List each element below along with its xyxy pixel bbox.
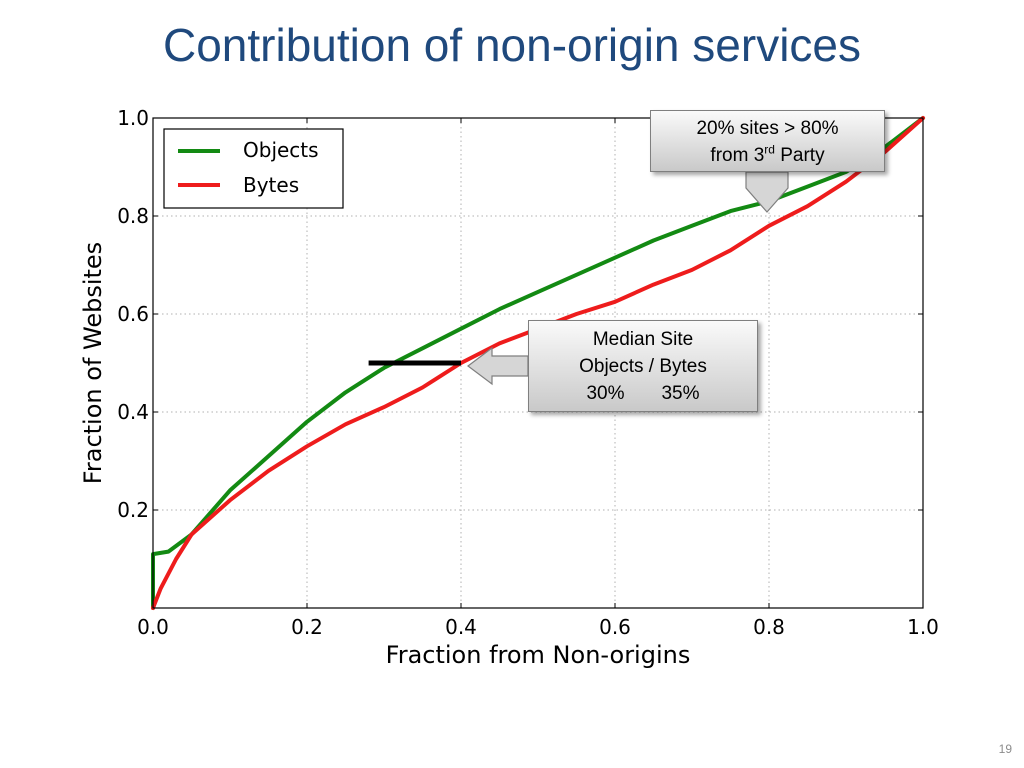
- slide-title: Contribution of non-origin services: [162, 19, 862, 71]
- y-tick-label: 0.4: [117, 400, 149, 424]
- third-party-callout: 20% sites > 80% from 3rd Party: [650, 110, 885, 172]
- third-party-callout-line1: 20% sites > 80%: [696, 118, 839, 139]
- median-site-callout: Median Site Objects / Bytes 30% 35%: [528, 320, 758, 412]
- down-arrow-icon: [745, 171, 789, 213]
- median-callout-line3: 30% 35%: [586, 383, 700, 404]
- legend: Objects Bytes: [163, 128, 344, 209]
- y-axis-label: Fraction of Websites: [79, 242, 107, 484]
- third-party-callout-line2: from 3rd Party: [710, 142, 825, 166]
- callout-arrows: [467, 171, 789, 386]
- x-tick-label: 0.4: [445, 615, 477, 639]
- y-tick-label: 0.6: [117, 302, 149, 326]
- axis-ticks: 0.0 0.2 0.4 0.6 0.8 1.0 0.2 0.4 0.6 0.8 1.0: [117, 106, 939, 639]
- y-tick-label: 0.2: [117, 498, 149, 522]
- x-tick-label: 0.8: [753, 615, 785, 639]
- series-line-objects: [151, 116, 925, 610]
- series-line-bytes: [151, 116, 925, 610]
- slide-number: 19: [998, 742, 1012, 756]
- legend-label-objects: Objects: [243, 138, 319, 162]
- x-tick-label: 0.0: [137, 615, 169, 639]
- x-tick-label: 1.0: [907, 615, 939, 639]
- x-axis-label: Fraction from Non-origins: [386, 641, 691, 669]
- series-lines: [151, 116, 925, 610]
- legend-label-bytes: Bytes: [243, 173, 299, 197]
- x-tick-label: 0.2: [291, 615, 323, 639]
- y-tick-label: 1.0: [117, 106, 149, 130]
- plot-frame: [152, 117, 924, 609]
- median-callout-line2: Objects / Bytes: [579, 356, 707, 377]
- median-callout-line1: Median Site: [592, 329, 694, 350]
- y-tick-label: 0.8: [117, 204, 149, 228]
- x-tick-label: 0.6: [599, 615, 631, 639]
- legend-box: [163, 128, 344, 209]
